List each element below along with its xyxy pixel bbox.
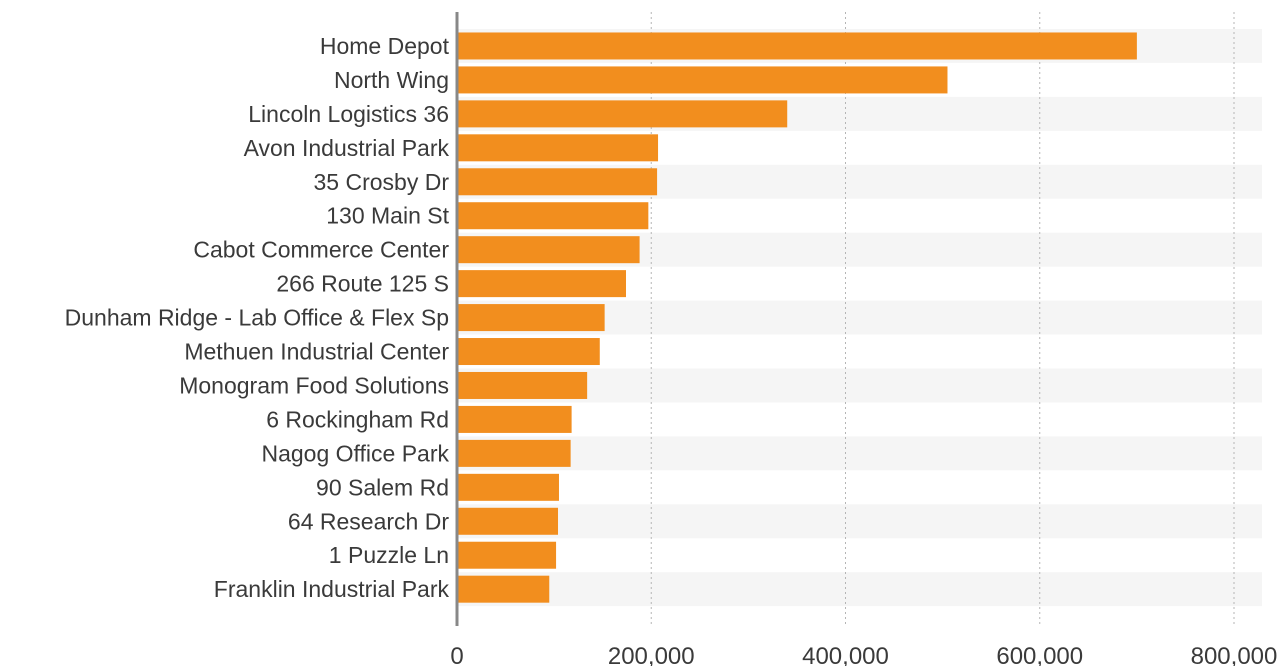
x-tick-label: 600,000 xyxy=(996,643,1083,666)
x-tick-label: 200,000 xyxy=(608,643,695,666)
category-label: Monogram Food Solutions xyxy=(179,372,449,398)
x-tick-labels: 0 200,000 400,000 600,000 800,000 xyxy=(450,643,1277,666)
bar xyxy=(457,236,640,264)
category-label: 1 Puzzle Ln xyxy=(329,542,449,568)
bars xyxy=(457,32,1137,603)
bar xyxy=(457,507,559,535)
bar xyxy=(457,66,948,94)
x-tick-label: 400,000 xyxy=(802,643,889,666)
category-label: 6 Rockingham Rd xyxy=(266,406,449,432)
x-tick-label: 0 xyxy=(450,643,463,666)
category-labels: Home Depot North Wing Lincoln Logistics 36… xyxy=(65,33,450,602)
bar xyxy=(457,338,600,366)
category-label: Lincoln Logistics 36 xyxy=(248,101,449,127)
bar xyxy=(457,202,649,230)
row-band xyxy=(457,572,1262,607)
bar xyxy=(457,134,659,162)
bar xyxy=(457,304,605,332)
bar xyxy=(457,473,559,501)
category-label: 90 Salem Rd xyxy=(316,474,449,500)
bar xyxy=(457,541,557,569)
bar xyxy=(457,575,550,603)
category-label: 130 Main St xyxy=(326,203,449,229)
category-label: 64 Research Dr xyxy=(288,508,449,534)
bar xyxy=(457,100,788,128)
category-label: Dunham Ridge - Lab Office & Flex Sp xyxy=(65,305,449,331)
bar xyxy=(457,371,588,399)
bar xyxy=(457,439,571,467)
grid-lines xyxy=(650,12,1235,626)
bar xyxy=(457,270,626,298)
category-label: Avon Industrial Park xyxy=(244,135,450,161)
row-band xyxy=(457,504,1262,539)
category-label: North Wing xyxy=(334,67,449,93)
category-label: 266 Route 125 S xyxy=(276,271,449,297)
category-label: Home Depot xyxy=(320,33,450,59)
bar xyxy=(457,32,1137,60)
bar xyxy=(457,405,572,433)
x-tick-label: 800,000 xyxy=(1191,643,1278,666)
category-label: 35 Crosby Dr xyxy=(314,169,450,195)
category-label: Methuen Industrial Center xyxy=(184,339,449,365)
category-label: Cabot Commerce Center xyxy=(193,237,449,263)
bar xyxy=(457,168,658,196)
category-label: Franklin Industrial Park xyxy=(214,576,450,602)
row-band xyxy=(457,436,1262,471)
row-band xyxy=(457,368,1262,403)
category-label: Nagog Office Park xyxy=(261,440,449,466)
